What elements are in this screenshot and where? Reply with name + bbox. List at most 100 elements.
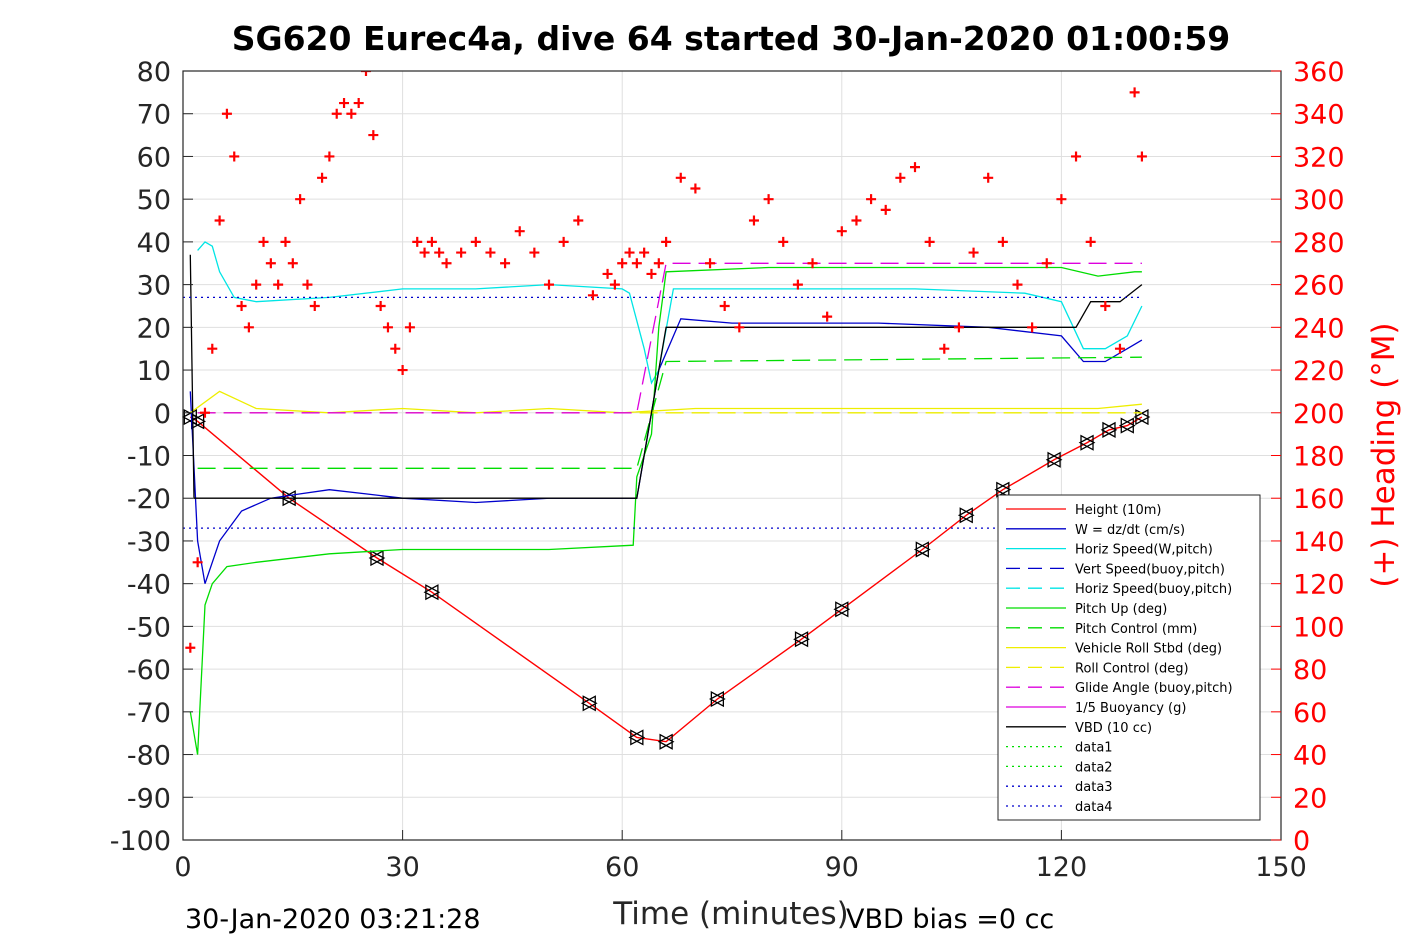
series-7-line bbox=[189, 390, 1142, 414]
legend-label: Vert Speed(buoy,pitch) bbox=[1075, 562, 1225, 577]
height-point bbox=[368, 549, 386, 567]
heading-point bbox=[587, 290, 598, 301]
y-tick-label: 30 bbox=[137, 271, 171, 302]
heading-point bbox=[236, 300, 247, 311]
legend-label: Glide Angle (buoy,pitch) bbox=[1075, 681, 1233, 696]
y-tick-label: -80 bbox=[127, 741, 171, 772]
height-point bbox=[657, 733, 675, 750]
legend-label: 1/5 Buoyancy (g) bbox=[1075, 701, 1186, 716]
heading-point bbox=[653, 258, 664, 269]
heading-point bbox=[997, 236, 1008, 247]
heading-point bbox=[309, 300, 320, 311]
legend-label: Pitch Control (mm) bbox=[1075, 622, 1197, 637]
heading-point bbox=[1056, 194, 1067, 205]
heading-point bbox=[1071, 151, 1082, 162]
heading-point bbox=[953, 322, 964, 333]
legend-label: data1 bbox=[1075, 741, 1113, 756]
y-right-tick-label: 200 bbox=[1293, 399, 1345, 430]
heading-point bbox=[434, 247, 445, 258]
height-point bbox=[580, 695, 598, 712]
heading-point bbox=[778, 236, 789, 247]
heading-point bbox=[807, 258, 818, 269]
series-11-line bbox=[189, 254, 1143, 499]
heading-point bbox=[851, 215, 862, 226]
x-axis-ticks: 0 30 60 90 120 150 bbox=[174, 830, 1307, 883]
series-2-line bbox=[197, 241, 1143, 385]
heading-point bbox=[221, 108, 232, 119]
x-tick-label: 30 bbox=[385, 852, 419, 883]
heading-point bbox=[631, 258, 642, 269]
heading-point bbox=[470, 236, 481, 247]
height-point bbox=[628, 729, 646, 746]
plot-series bbox=[181, 71, 1151, 755]
heading-point bbox=[895, 172, 906, 183]
y-tick-label: 10 bbox=[137, 356, 171, 387]
heading-point bbox=[924, 236, 935, 247]
heading-point bbox=[317, 172, 328, 183]
heading-point bbox=[1136, 151, 1147, 162]
heading-point bbox=[719, 300, 730, 311]
series-9-line bbox=[197, 262, 1142, 414]
heading-point bbox=[485, 247, 496, 258]
legend-label: VBD (10 cc) bbox=[1075, 721, 1152, 736]
heading-point bbox=[514, 226, 525, 237]
height-point bbox=[1118, 417, 1136, 434]
y-axis-ticks: -100-90-80-70-60-50-40-30-20-10010203040… bbox=[110, 57, 193, 857]
heading-point bbox=[441, 258, 452, 269]
height-point bbox=[957, 507, 975, 524]
y-tick-label: 0 bbox=[154, 399, 171, 430]
height-point bbox=[423, 584, 441, 601]
legend-label: data3 bbox=[1075, 780, 1113, 795]
y-tick-label: -40 bbox=[127, 570, 171, 601]
heading-point bbox=[866, 194, 877, 205]
x-tick-label: 150 bbox=[1255, 852, 1307, 883]
heading-point bbox=[609, 279, 620, 290]
height-point bbox=[1045, 451, 1063, 468]
x-tick-label: 90 bbox=[825, 852, 859, 883]
y-tick-label: -90 bbox=[127, 783, 171, 814]
y-right-tick-label: 140 bbox=[1293, 527, 1345, 558]
y-tick-label: -50 bbox=[127, 612, 171, 643]
heading-point bbox=[295, 194, 306, 205]
series-5-line bbox=[189, 266, 1142, 755]
heading-point bbox=[639, 247, 650, 258]
heading-point bbox=[1114, 343, 1125, 354]
y-right-tick-label: 360 bbox=[1293, 57, 1345, 88]
x-axis-label: Time (minutes) bbox=[612, 896, 848, 932]
heading-point bbox=[287, 258, 298, 269]
y-right-tick-label: 260 bbox=[1293, 271, 1345, 302]
heading-point bbox=[1041, 258, 1052, 269]
legend-label: Horiz Speed(buoy,pitch) bbox=[1075, 582, 1232, 597]
heading-point bbox=[273, 279, 284, 290]
heading-point bbox=[573, 215, 584, 226]
heading-markers bbox=[185, 71, 1147, 653]
heading-point bbox=[397, 365, 408, 376]
legend-label: W = dz/dt (cm/s) bbox=[1075, 523, 1185, 538]
y-right-tick-label: 100 bbox=[1293, 612, 1345, 643]
height-point bbox=[994, 481, 1012, 498]
y-tick-label: -10 bbox=[127, 442, 171, 473]
heading-point bbox=[646, 268, 657, 279]
heading-point bbox=[792, 279, 803, 290]
heading-point bbox=[1100, 300, 1111, 311]
heading-point bbox=[529, 247, 540, 258]
heading-point bbox=[690, 183, 701, 194]
height-point bbox=[913, 541, 931, 558]
heading-point bbox=[910, 162, 920, 173]
y-right-tick-label: 220 bbox=[1293, 356, 1345, 387]
heading-point bbox=[419, 247, 430, 258]
heading-point bbox=[339, 98, 350, 109]
heading-point bbox=[185, 642, 196, 653]
heading-point bbox=[880, 204, 891, 215]
height-point bbox=[833, 601, 851, 618]
heading-point bbox=[939, 343, 950, 354]
heading-point bbox=[207, 343, 218, 354]
y-right-tick-label: 0 bbox=[1293, 826, 1310, 857]
heading-point bbox=[404, 322, 415, 333]
heading-point bbox=[500, 258, 511, 269]
y-right-tick-label: 180 bbox=[1293, 442, 1345, 473]
y-right-tick-label: 340 bbox=[1293, 100, 1345, 131]
y-right-axis-label: (+) Heading (°M) bbox=[1366, 322, 1402, 587]
heading-point bbox=[763, 194, 774, 205]
